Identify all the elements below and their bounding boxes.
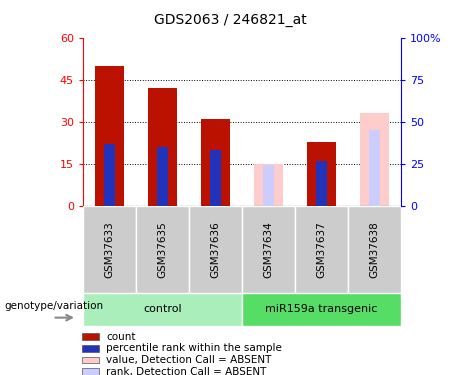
Bar <box>189 206 242 292</box>
Bar <box>295 206 348 292</box>
Bar <box>242 292 401 326</box>
Text: genotype/variation: genotype/variation <box>5 301 104 310</box>
Text: GSM37634: GSM37634 <box>264 221 273 278</box>
Bar <box>242 206 295 292</box>
Bar <box>95 66 124 206</box>
Bar <box>83 292 242 326</box>
Text: control: control <box>143 304 182 314</box>
Text: rank, Detection Call = ABSENT: rank, Detection Call = ABSENT <box>106 367 266 375</box>
Bar <box>201 119 230 206</box>
Text: miR159a transgenic: miR159a transgenic <box>266 304 378 314</box>
Bar <box>148 88 177 206</box>
Text: GSM37638: GSM37638 <box>370 221 379 278</box>
Bar <box>82 333 99 340</box>
Bar <box>369 130 380 206</box>
Bar <box>82 368 99 375</box>
Bar <box>157 147 168 206</box>
Text: value, Detection Call = ABSENT: value, Detection Call = ABSENT <box>106 355 272 365</box>
Bar <box>263 165 274 206</box>
Bar <box>348 206 401 292</box>
Text: GSM37636: GSM37636 <box>211 221 220 278</box>
Bar <box>210 150 221 206</box>
Text: count: count <box>106 332 136 342</box>
Bar <box>307 142 336 206</box>
Bar <box>104 144 115 206</box>
Bar <box>316 161 327 206</box>
Text: GSM37637: GSM37637 <box>317 221 326 278</box>
Bar <box>82 357 99 363</box>
Text: GSM37635: GSM37635 <box>158 221 167 278</box>
Text: GDS2063 / 246821_at: GDS2063 / 246821_at <box>154 13 307 27</box>
Bar <box>254 164 283 206</box>
Bar <box>82 345 99 352</box>
Text: percentile rank within the sample: percentile rank within the sample <box>106 343 282 353</box>
Bar <box>83 206 136 292</box>
Text: GSM37633: GSM37633 <box>105 221 114 278</box>
Bar <box>136 206 189 292</box>
Bar <box>360 113 389 206</box>
